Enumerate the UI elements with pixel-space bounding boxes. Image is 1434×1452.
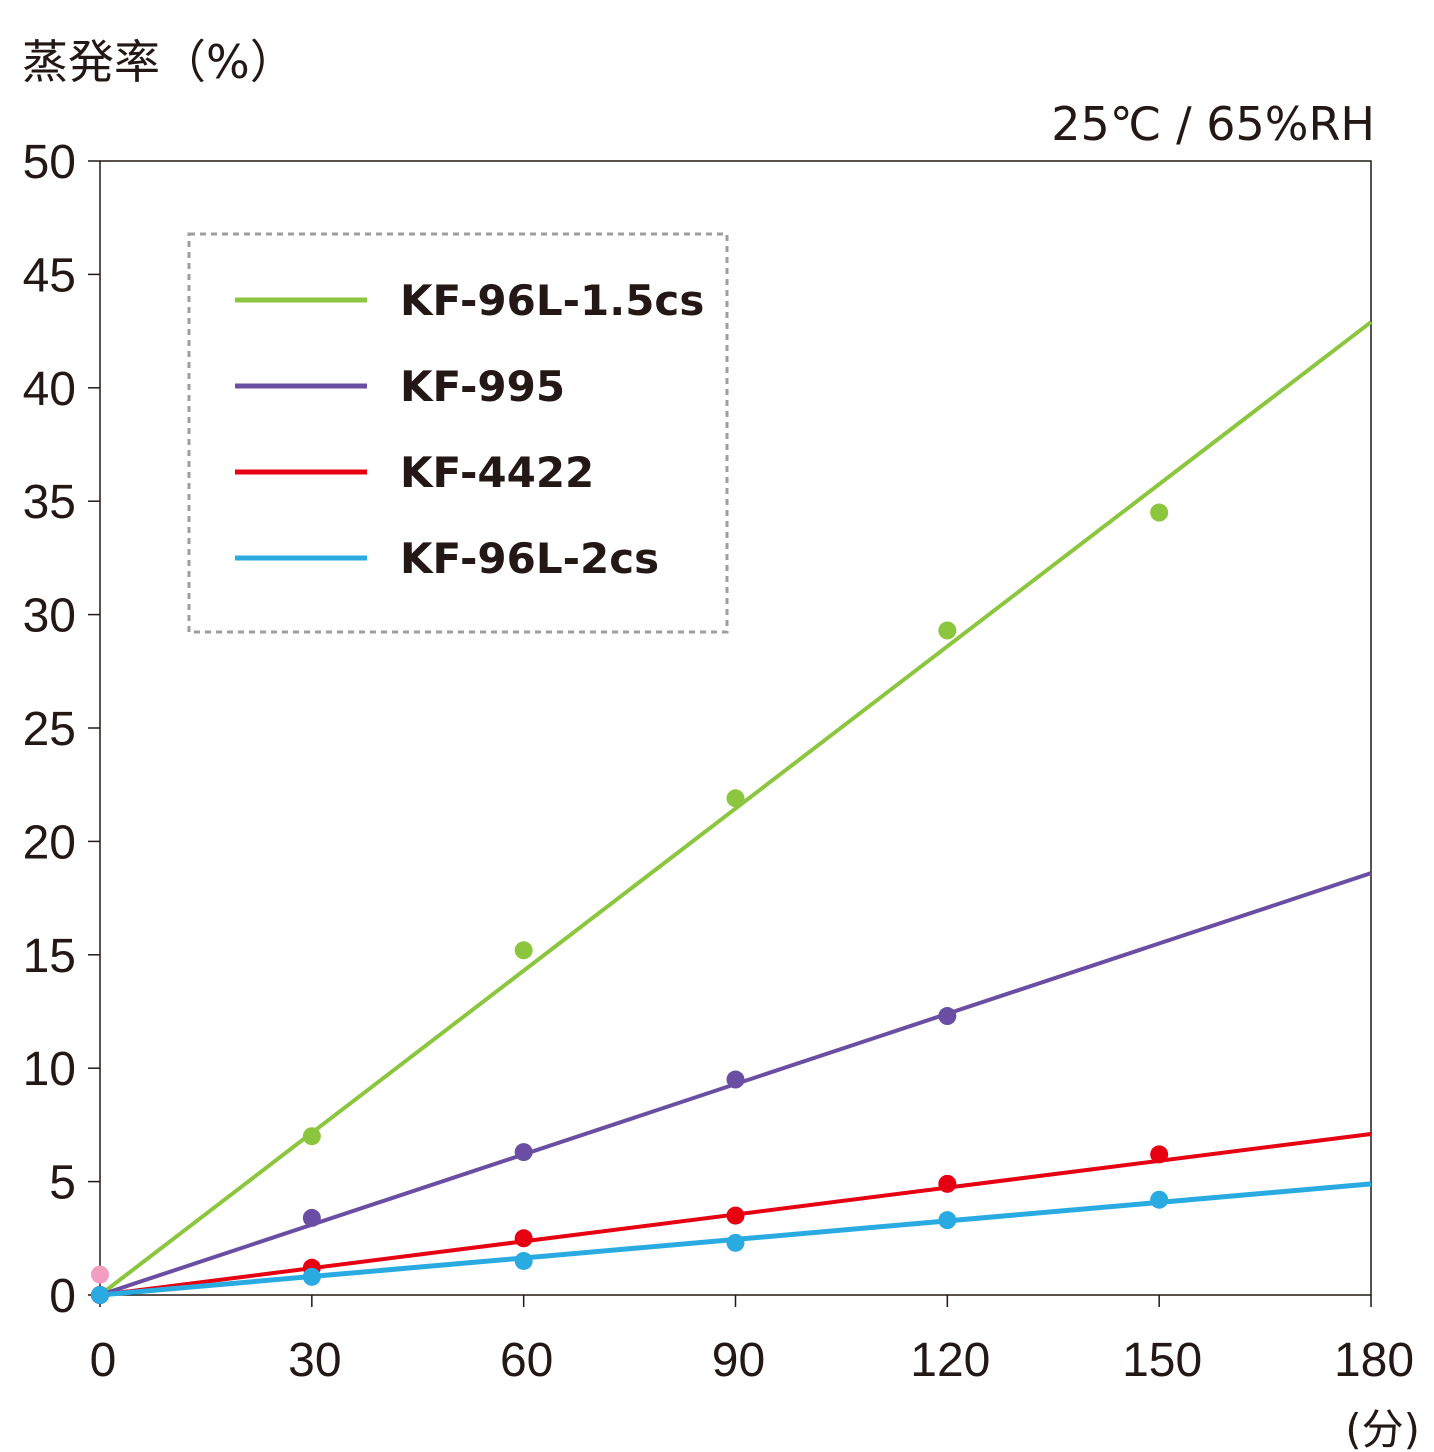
data-point-kf-4422 [938,1174,957,1193]
y-tick-label: 15 [23,930,76,983]
x-tick-label: 90 [712,1334,765,1387]
y-tick-label: 10 [23,1043,76,1096]
condition-label: 25℃ / 65%RH [1051,97,1375,151]
y-tick-label: 25 [23,703,76,756]
x-axis-unit-label: (分) [1345,1405,1420,1452]
x-tick-label: 120 [910,1334,990,1387]
y-tick-label: 5 [49,1157,76,1210]
data-point-kf-96l-1-5cs [726,789,745,808]
y-tick-label: 35 [23,476,76,529]
data-point-kf-96l-1-5cs [938,621,957,640]
data-point-kf-4422 [1150,1145,1169,1164]
data-point-kf-96l-2cs [91,1286,109,1304]
data-point-kf-96l-2cs [938,1211,957,1230]
y-tick-label: 40 [23,363,76,416]
data-point-kf-96l-2cs [726,1233,745,1252]
x-tick-label: 0 [90,1334,117,1387]
legend-label-kf-96l-1-5cs: KF-96L-1.5cs [400,276,704,325]
data-point-kf-96l-2cs [302,1267,321,1286]
y-tick-label: 50 [23,136,76,189]
data-point-kf-995 [938,1007,957,1026]
data-point-kf-96l-1-5cs [1150,503,1169,522]
data-point-kf-4422 [514,1229,533,1248]
data-point-kf-4422 [726,1206,745,1225]
y-tick-label: 45 [23,249,76,302]
legend-label-kf-4422: KF-4422 [400,448,594,497]
data-point-kf-96l-1-5cs [302,1127,321,1146]
data-point-kf-96l-1-5cs [514,941,533,960]
x-tick-label: 150 [1122,1334,1202,1387]
data-point-kf-995 [726,1070,745,1089]
x-tick-label: 30 [288,1334,341,1387]
x-tick-label: 60 [500,1334,553,1387]
data-point-kf-96l-2cs [1150,1190,1169,1209]
data-point-extra [91,1265,109,1284]
y-tick-label: 0 [49,1270,76,1323]
y-tick-label: 30 [23,590,76,643]
x-tick-label: 180 [1334,1334,1414,1387]
data-point-kf-995 [514,1143,533,1162]
data-point-kf-995 [302,1208,321,1227]
y-tick-label: 20 [23,816,76,869]
legend-label-kf-96l-2cs: KF-96L-2cs [400,534,659,583]
y-axis-label: 蒸発率（%） [22,35,296,89]
legend-label-kf-995: KF-995 [400,362,565,411]
data-point-kf-96l-2cs [514,1251,533,1270]
